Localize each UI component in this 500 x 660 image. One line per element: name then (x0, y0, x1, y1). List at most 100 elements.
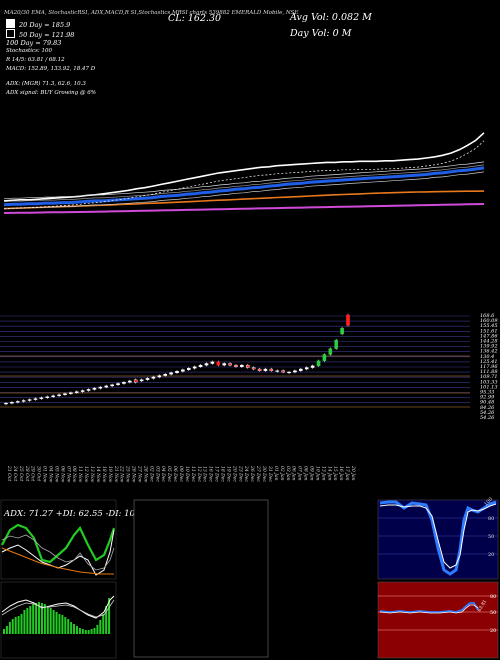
candle-up (169, 372, 173, 375)
date-label: 02 Jan (279, 466, 285, 481)
avg-volume: Avg Vol: 0.082 M (290, 12, 372, 23)
date-label: 25 Nov (125, 465, 131, 483)
date-label: 07 Nov (65, 466, 71, 483)
candle-up (334, 339, 339, 349)
candle-up (10, 402, 14, 404)
stoch-level-50: 50 (488, 534, 494, 540)
date-label: 15 Jan (332, 466, 338, 481)
date-label: 01 Jan (273, 466, 279, 481)
price-label: 130.4 (480, 354, 494, 360)
date-label: 17 Jan (344, 466, 350, 481)
candle-up (263, 368, 268, 371)
candle-up (304, 367, 309, 370)
candle-up (210, 361, 215, 364)
candle-down (245, 364, 250, 368)
macd-bar (64, 617, 67, 634)
price-label: 160.09 (480, 318, 498, 324)
candle-up (151, 376, 156, 379)
adx-ma-line (1, 547, 114, 575)
date-label: 22 Nov (119, 465, 125, 483)
macd-bar (93, 628, 96, 634)
adx-signal-readout: ADX signal: BUY Growing @ 6% (6, 90, 96, 96)
price-label: 109.71 (480, 374, 498, 380)
macd-bar (52, 610, 55, 634)
macd-bar (35, 603, 38, 634)
date-label: 11 Nov (77, 466, 83, 483)
date-label: 26 Dec (249, 465, 255, 482)
candle-up (139, 379, 144, 382)
adx-values: ADX: 71.27 +DI: 62.55 -DI: 10.49 (3, 509, 149, 519)
candle-up (328, 348, 333, 355)
date-label: 30 Oct (36, 466, 42, 481)
date-label: 24 Dec (243, 465, 249, 482)
macd-bar (73, 624, 76, 634)
candle-up (192, 366, 197, 369)
price-label: 147.86 (480, 333, 498, 339)
ma-line-50-day (3, 166, 485, 207)
candle-up (293, 370, 297, 373)
ema-bundle-line (3, 171, 485, 210)
macd-bar (32, 604, 35, 634)
date-label: 19 Dec (225, 466, 231, 482)
price-label: 125.41 (480, 359, 498, 365)
macd-bar (87, 630, 90, 634)
date-label: 08 Jan (303, 466, 309, 481)
macd-bar (46, 606, 49, 634)
date-label: 02 Dec (148, 466, 154, 482)
candle-up (157, 375, 162, 378)
price-label: 95.33 (480, 390, 494, 396)
date-label: 16 Dec (208, 466, 214, 482)
macd-bar (29, 606, 32, 634)
price-label: 117.96 (480, 364, 498, 370)
macd-readout: MACD: 152.89, 133.92, 18.47 D (6, 66, 96, 72)
macd-bar (58, 614, 61, 634)
candle-up (69, 392, 73, 394)
macd-bar (102, 614, 105, 634)
rsi-readout: R 14/5: 63.81 / 68.12 (6, 57, 65, 63)
macd-bar (99, 620, 102, 634)
ema-bundle-line (3, 164, 485, 203)
macd-histogram (3, 598, 111, 634)
price-label: 103.33 (480, 379, 498, 385)
date-label: 09 Dec (178, 466, 184, 482)
macd-bar (81, 629, 84, 634)
price-label: 84.26 (480, 405, 495, 411)
candle-up (310, 365, 315, 368)
candles-group (4, 313, 350, 406)
candle-up (122, 382, 126, 384)
macd-bar (61, 615, 64, 634)
date-label: 13 Nov (89, 466, 95, 483)
macd-bar (90, 629, 93, 634)
date-label: 07 Jan (297, 466, 303, 481)
mrsi-level-label: 20 (490, 628, 496, 634)
candle-up (181, 369, 185, 372)
macd-bar (14, 617, 17, 634)
candle-down (234, 364, 238, 367)
mrsi-panel-frame (377, 581, 499, 659)
date-label: 16 Jan (338, 466, 344, 481)
candle-up (110, 384, 114, 387)
candle-down (216, 361, 221, 366)
stoch-level-80: 80 (488, 516, 494, 522)
date-label: 03 Jan (285, 466, 291, 481)
date-label: 12 Nov (83, 466, 89, 483)
date-label: 21 Nov (113, 465, 119, 483)
candle-up (104, 385, 109, 388)
intraday-panel-frame (133, 499, 269, 658)
date-label: 26 Nov (131, 465, 137, 483)
date-label: 19 Nov (107, 466, 113, 483)
date-label: 28 Oct (24, 465, 30, 481)
date-label: 06 Jan (291, 466, 297, 481)
candle-up (204, 363, 209, 366)
macd-bar (96, 625, 99, 634)
date-label: 27 Dec (255, 465, 261, 482)
candle-up (80, 390, 85, 392)
macd-bar (26, 608, 29, 634)
date-label: 24 Oct (12, 465, 18, 481)
candle-up (145, 378, 150, 380)
adx-line (1, 529, 115, 576)
ema-bundle-line (3, 161, 485, 200)
macd-bar (108, 598, 111, 634)
candle-up (128, 380, 132, 383)
